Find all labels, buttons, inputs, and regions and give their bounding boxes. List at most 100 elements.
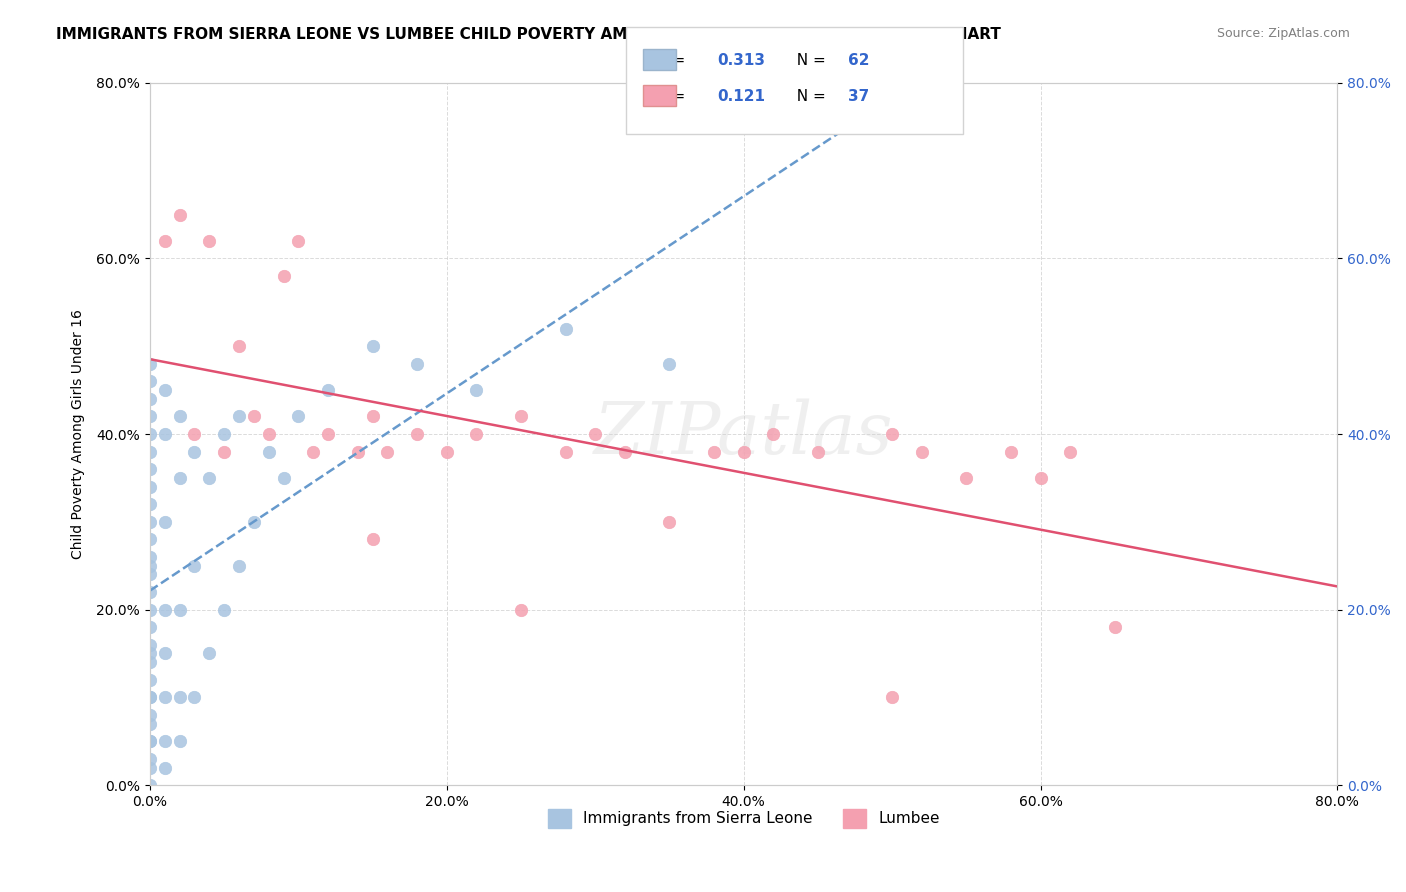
Point — [1029, 471, 1052, 485]
Point — [139, 480, 162, 494]
Point — [139, 760, 162, 774]
Point — [361, 339, 384, 353]
Point — [1104, 620, 1126, 634]
Point — [169, 208, 191, 222]
Point — [228, 409, 250, 424]
Point — [882, 427, 904, 442]
Point — [346, 444, 368, 458]
Point — [198, 471, 221, 485]
Point — [139, 497, 162, 511]
Point — [183, 690, 205, 705]
Point — [139, 647, 162, 661]
Point — [183, 427, 205, 442]
Point — [583, 427, 606, 442]
Point — [139, 462, 162, 476]
Point — [139, 673, 162, 687]
Point — [198, 647, 221, 661]
Point — [169, 471, 191, 485]
Text: Source: ZipAtlas.com: Source: ZipAtlas.com — [1216, 27, 1350, 40]
Point — [658, 357, 681, 371]
Point — [316, 383, 339, 397]
Text: 0.121: 0.121 — [717, 89, 765, 103]
Point — [139, 716, 162, 731]
Text: R =: R = — [657, 89, 690, 103]
Point — [153, 760, 176, 774]
Point — [139, 409, 162, 424]
Point — [243, 409, 266, 424]
Point — [510, 602, 533, 616]
Text: 37: 37 — [848, 89, 869, 103]
Point — [287, 409, 309, 424]
Point — [139, 549, 162, 564]
Point — [377, 444, 399, 458]
Point — [465, 383, 488, 397]
Point — [139, 533, 162, 547]
Point — [361, 409, 384, 424]
Point — [911, 444, 934, 458]
Point — [169, 690, 191, 705]
Point — [316, 427, 339, 442]
Point — [139, 357, 162, 371]
Point — [139, 752, 162, 766]
Text: ZIPatlas: ZIPatlas — [593, 399, 893, 469]
Point — [153, 515, 176, 529]
Point — [1059, 444, 1081, 458]
Point — [139, 392, 162, 406]
Point — [228, 558, 250, 573]
Point — [228, 339, 250, 353]
Point — [183, 444, 205, 458]
Point — [554, 321, 576, 335]
Point — [212, 444, 235, 458]
Point — [955, 471, 977, 485]
Point — [139, 585, 162, 599]
Point — [198, 234, 221, 248]
Point — [287, 234, 309, 248]
Point — [465, 427, 488, 442]
Text: 0.313: 0.313 — [717, 54, 765, 68]
Point — [257, 427, 280, 442]
Point — [658, 515, 681, 529]
Point — [153, 383, 176, 397]
Legend: Immigrants from Sierra Leone, Lumbee: Immigrants from Sierra Leone, Lumbee — [541, 803, 946, 834]
Y-axis label: Child Poverty Among Girls Under 16: Child Poverty Among Girls Under 16 — [72, 310, 86, 559]
Point — [361, 533, 384, 547]
Point — [153, 234, 176, 248]
Point — [139, 778, 162, 792]
Point — [153, 647, 176, 661]
Point — [139, 734, 162, 748]
Point — [212, 602, 235, 616]
Point — [139, 734, 162, 748]
Point — [153, 690, 176, 705]
Point — [257, 444, 280, 458]
Point — [153, 427, 176, 442]
Point — [139, 427, 162, 442]
Point — [1000, 444, 1022, 458]
Point — [169, 409, 191, 424]
Point — [703, 444, 725, 458]
Point — [273, 268, 295, 283]
Point — [733, 444, 755, 458]
Point — [169, 734, 191, 748]
Point — [243, 515, 266, 529]
Point — [139, 707, 162, 722]
Point — [436, 444, 458, 458]
Text: N =: N = — [787, 89, 831, 103]
Text: N =: N = — [787, 54, 831, 68]
Point — [613, 444, 636, 458]
Point — [406, 427, 429, 442]
Point — [139, 515, 162, 529]
Point — [139, 690, 162, 705]
Point — [183, 558, 205, 573]
Point — [153, 602, 176, 616]
Point — [139, 375, 162, 389]
Point — [139, 567, 162, 582]
Point — [554, 444, 576, 458]
Point — [807, 444, 830, 458]
Point — [273, 471, 295, 485]
Point — [212, 427, 235, 442]
Text: IMMIGRANTS FROM SIERRA LEONE VS LUMBEE CHILD POVERTY AMONG GIRLS UNDER 16 CORREL: IMMIGRANTS FROM SIERRA LEONE VS LUMBEE C… — [56, 27, 1001, 42]
Point — [302, 444, 325, 458]
Point — [139, 444, 162, 458]
Point — [169, 602, 191, 616]
Point — [153, 734, 176, 748]
